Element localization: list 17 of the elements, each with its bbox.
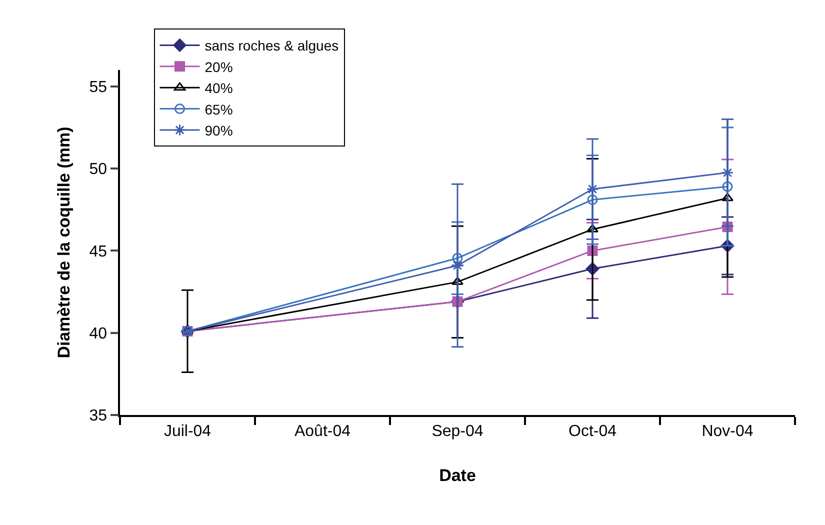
y-tick-label: 55 [89,79,108,96]
y-tick-label: 50 [89,161,108,178]
x-tick-label: Août-04 [294,422,351,440]
x-tick-label: Oct-04 [568,422,617,440]
legend-label: 40% [204,80,233,96]
legend-label: 90% [204,122,233,138]
y-tick-label: 40 [89,325,108,342]
y-tick-label: 35 [89,408,108,425]
legend-label: 20% [204,58,233,75]
legend-label: 65% [204,101,233,118]
y-axis-title: Diamètre de la coquille (mm) [54,126,74,358]
x-tick-label: Juil-04 [164,422,212,440]
x-tick-label: Sep-04 [432,422,484,440]
x-axis-title: Date [439,466,476,485]
x-tick-label: Nov-04 [702,422,754,440]
y-tick-label: 45 [89,243,108,260]
legend-label: sans roches & algues [204,38,339,54]
